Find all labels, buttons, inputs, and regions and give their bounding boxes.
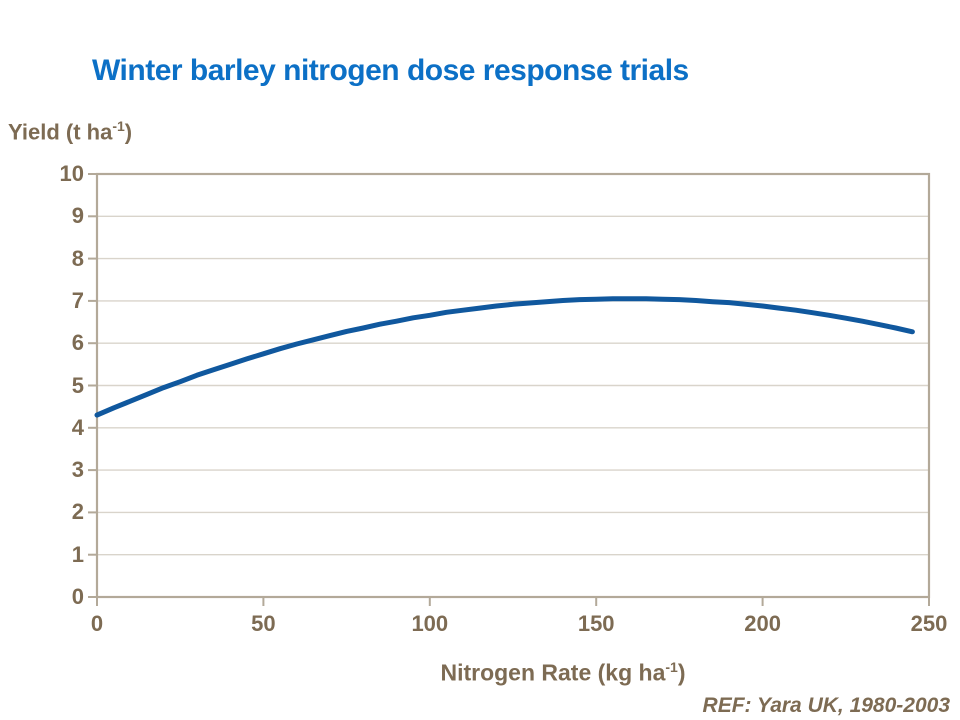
x-tick-label: 200: [744, 611, 781, 636]
x-tick-label: 50: [251, 611, 276, 636]
x-axis-title: Nitrogen Rate (kg ha-1): [147, 659, 960, 687]
x-axis-title-main: Nitrogen Rate (kg ha: [440, 659, 666, 686]
y-tick-label: 10: [59, 161, 84, 186]
y-tick-label: 5: [71, 372, 84, 398]
y-tick-label: 9: [71, 203, 84, 229]
y-tick-label: 7: [71, 287, 84, 313]
x-axis-title-close: ): [677, 659, 686, 686]
y-axis-title: Yield (t ha-1): [8, 118, 132, 145]
y-tick-label: 2: [71, 499, 84, 525]
y-axis-title-superscript: -1: [112, 118, 125, 134]
y-axis-title-main: Yield (t ha: [8, 119, 113, 145]
y-tick-label: 8: [71, 245, 84, 271]
x-tick-label: 150: [577, 611, 615, 636]
chart-title: Winter barley nitrogen dose response tri…: [92, 54, 689, 87]
x-tick-label: 250: [910, 611, 948, 636]
x-tick-label: 0: [90, 611, 104, 636]
y-tick-label: 1: [71, 541, 84, 567]
y-tick-label: 3: [71, 457, 84, 483]
x-axis-title-superscript: -1: [665, 659, 678, 675]
y-tick-label: 0: [71, 584, 84, 609]
y-axis-title-close: ): [124, 119, 133, 145]
yield-response-curve: [94, 296, 915, 418]
x-tick-label: 100: [411, 611, 449, 636]
reference-note: REF: Yara UK, 1980-2003: [702, 694, 950, 717]
y-tick-label: 4: [71, 414, 84, 440]
y-tick-label: 6: [71, 330, 84, 356]
